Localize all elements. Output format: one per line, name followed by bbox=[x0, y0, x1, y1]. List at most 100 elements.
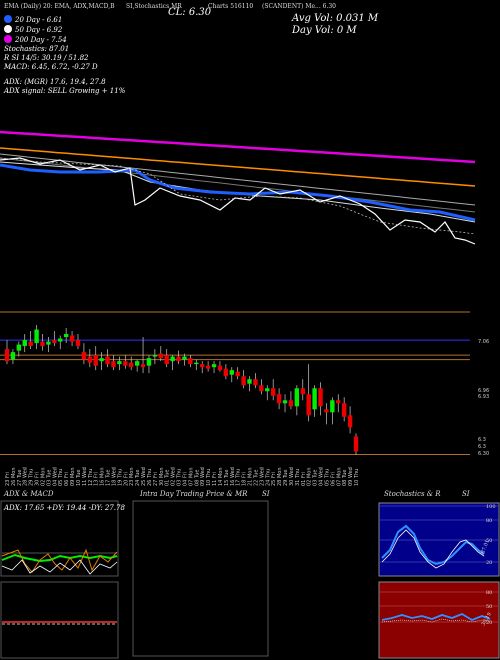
intraday-title: Intra Day Trading Price & MR bbox=[140, 490, 248, 498]
candle-body bbox=[40, 341, 45, 347]
candle-body bbox=[117, 361, 122, 365]
price-tick: 6.93 bbox=[478, 394, 489, 400]
candle-body bbox=[347, 415, 353, 428]
date-tick: 07 Mon bbox=[188, 468, 194, 487]
rsi-signal-line bbox=[381, 618, 491, 623]
date-tick: 08 Tue bbox=[342, 470, 348, 487]
date-tick: 25 Fri bbox=[271, 472, 277, 486]
candle-body bbox=[194, 362, 199, 365]
candle-body bbox=[253, 379, 258, 386]
candle-body bbox=[235, 371, 240, 377]
date-tick: 11 Fri bbox=[212, 472, 218, 486]
candle-body bbox=[146, 358, 152, 366]
candle-body bbox=[87, 356, 93, 363]
date-tick: 02 Mon bbox=[40, 468, 46, 487]
candle-body bbox=[217, 365, 223, 371]
date-tick: 03 Tue bbox=[313, 470, 319, 487]
rsi-tick: 80 bbox=[486, 590, 492, 596]
date-tick: 29 Tue bbox=[283, 470, 289, 487]
date-tick: 22 Tue bbox=[253, 470, 259, 487]
stoch-value: 87.01 bbox=[480, 539, 491, 555]
stoch-stat: Stochastics: 87.01 bbox=[4, 45, 70, 53]
candle-body bbox=[176, 356, 181, 362]
date-tick: 23 Wed bbox=[259, 467, 265, 486]
candle-body bbox=[111, 361, 116, 368]
stoch-panel-title: Stochastics & R bbox=[384, 490, 441, 498]
candle-body bbox=[46, 341, 51, 345]
legend-ema50: 50 Day - 6.92 bbox=[4, 25, 125, 35]
adx-signal: ADX signal: SELL Growing + 11% bbox=[4, 87, 126, 95]
date-tick: 04 Wed bbox=[319, 467, 325, 486]
ema20-line bbox=[0, 163, 476, 222]
macd-panel bbox=[0, 581, 119, 659]
candle-body bbox=[81, 352, 87, 360]
candle-body bbox=[200, 364, 205, 368]
adx-panel-title: ADX & MACD bbox=[4, 490, 54, 498]
date-tick: 08 Tue bbox=[194, 470, 200, 487]
candle-body bbox=[229, 370, 234, 375]
candle-body bbox=[28, 341, 33, 347]
header-stock: Charts 516110 bbox=[208, 3, 254, 10]
rsi-line bbox=[381, 612, 491, 622]
date-tick: 24 Thu bbox=[265, 469, 271, 486]
candle-body bbox=[330, 400, 335, 413]
candle-body bbox=[306, 394, 311, 416]
stoch-tick: 50 bbox=[486, 538, 492, 544]
date-tick: 25 Wed bbox=[141, 467, 147, 486]
candle-body bbox=[223, 368, 229, 377]
date-tick: 03 Tue bbox=[46, 470, 52, 487]
candle-body bbox=[265, 388, 270, 392]
date-tick: 17 Thu bbox=[236, 469, 242, 486]
intraday-si: SI bbox=[262, 490, 270, 498]
stoch-d-line bbox=[381, 529, 485, 569]
legend-ema20: 20 Day - 6.61 bbox=[4, 15, 125, 25]
stoch-tick: 80 bbox=[486, 518, 492, 524]
candle-body bbox=[170, 356, 175, 362]
dotted-line bbox=[0, 157, 476, 235]
avg-volume: Avg Vol: 0.031 M bbox=[292, 13, 379, 24]
date-tick: 12 Thu bbox=[88, 469, 94, 486]
candle-body bbox=[22, 340, 27, 347]
rsi-stat: R SI 14/5: 30.19 / 51.82 bbox=[4, 54, 89, 62]
stoch-tick: 100 bbox=[486, 504, 496, 510]
candle-body bbox=[300, 388, 305, 395]
adx-line bbox=[1, 559, 118, 575]
candle-body bbox=[4, 349, 10, 362]
date-tick: 11 Wed bbox=[82, 467, 88, 486]
price-tick: 6.3 bbox=[478, 444, 486, 450]
candle-body bbox=[63, 334, 69, 338]
rsi-tick: 50 bbox=[486, 604, 492, 610]
candle-body bbox=[259, 385, 264, 392]
candle-body bbox=[336, 400, 341, 404]
date-tick: 10 Tue bbox=[76, 470, 82, 487]
intraday-panel bbox=[132, 500, 269, 657]
macd-stat: MACD: 6.45, 6.72, -0.27 D bbox=[4, 63, 98, 71]
candle-body bbox=[75, 340, 81, 347]
date-tick: 30 Fri bbox=[35, 472, 41, 486]
date-tick: 05 Thu bbox=[324, 469, 330, 486]
date-tick: 30 Mon bbox=[159, 468, 165, 487]
price-axis: 7.066.966.936.36.36.30 bbox=[478, 339, 489, 457]
candle-body bbox=[282, 400, 288, 404]
swatch-ema200 bbox=[4, 35, 12, 43]
date-tick: 01 Tue bbox=[165, 470, 171, 487]
candle-body bbox=[34, 329, 39, 344]
candle-body bbox=[276, 394, 282, 404]
date-tick: 16 Wed bbox=[230, 467, 236, 486]
date-tick: 23 Mon bbox=[129, 468, 135, 487]
date-tick: 10 Thu bbox=[206, 469, 212, 486]
price-tick: 6.3 bbox=[478, 437, 486, 443]
day-volume: Day Vol: 0 M bbox=[292, 25, 357, 36]
rsi-panel bbox=[378, 581, 500, 659]
date-tick: 27 Fri bbox=[153, 472, 159, 486]
date-tick: 03 Thu bbox=[177, 469, 183, 486]
candle-body bbox=[312, 388, 317, 410]
date-tick: 27 Tue bbox=[17, 470, 23, 487]
date-tick: 20 Fri bbox=[123, 472, 129, 486]
date-tick: 28 Mon bbox=[277, 468, 283, 487]
date-tick: 28 Wed bbox=[23, 467, 29, 486]
date-tick: 26 Thu bbox=[147, 469, 153, 486]
date-tick: 02 Mon bbox=[307, 468, 313, 487]
swatch-ema50 bbox=[4, 25, 12, 33]
date-tick: 05 Thu bbox=[58, 469, 64, 486]
